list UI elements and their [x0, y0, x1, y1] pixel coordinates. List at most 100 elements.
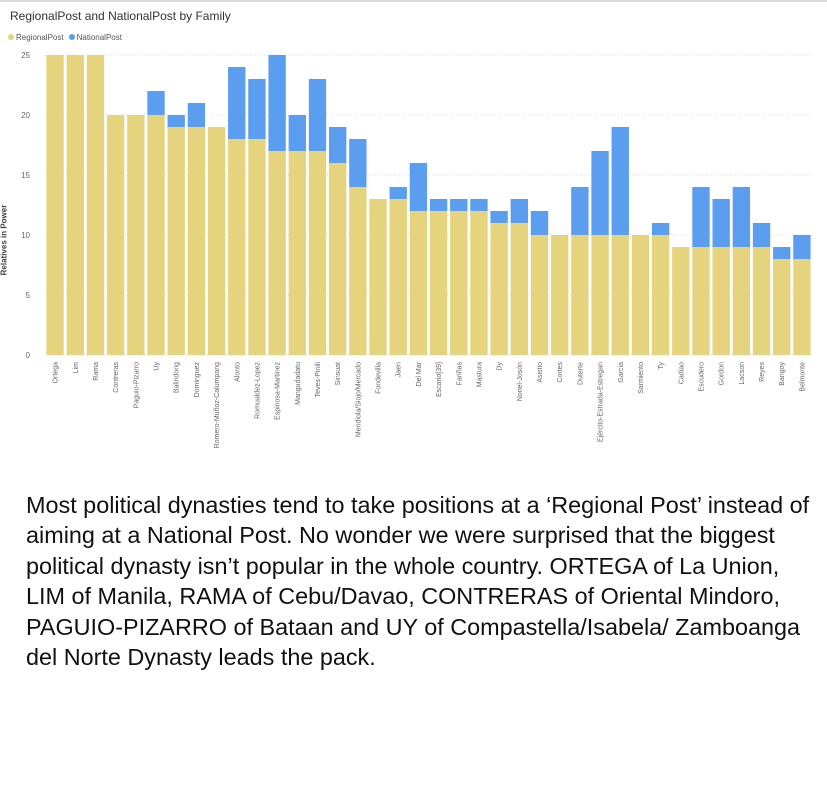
bar-regional[interactable]: [66, 55, 84, 355]
x-tick-label: Cortes: [557, 362, 564, 383]
bar-regional[interactable]: [46, 55, 64, 355]
x-tick-label: Jaen: [396, 362, 403, 377]
bar-national[interactable]: [490, 211, 508, 223]
bar-national[interactable]: [692, 187, 710, 247]
legend-label-regional: RegionalPost: [16, 32, 64, 42]
x-tick-label: Mastura: [476, 362, 483, 387]
legend-label-national: NationalPost: [76, 32, 122, 42]
bar-national[interactable]: [248, 79, 266, 139]
legend-swatch-regional: [8, 34, 14, 40]
x-tick-label: Cadiao: [678, 362, 685, 384]
x-tick-label: Gordon: [719, 362, 726, 385]
x-tick-label: Balindong: [174, 362, 181, 393]
bar-regional[interactable]: [106, 115, 125, 355]
bar-national[interactable]: [530, 211, 549, 235]
bar-regional[interactable]: [86, 55, 105, 355]
bar-national[interactable]: [349, 139, 367, 187]
bar-regional[interactable]: [611, 235, 629, 355]
bar-regional[interactable]: [328, 163, 347, 355]
bar-regional[interactable]: [692, 247, 710, 355]
legend-item-regional: RegionalPost: [8, 33, 64, 42]
bar-national[interactable]: [773, 247, 791, 259]
bar-regional[interactable]: [571, 235, 589, 355]
bar-national[interactable]: [429, 199, 448, 211]
bar-national[interactable]: [611, 127, 629, 235]
bar-national[interactable]: [147, 91, 165, 115]
bar-national[interactable]: [409, 163, 428, 211]
x-tick-label: Teves-Pinili: [315, 362, 322, 398]
x-tick-label: Ejército-Estrada-Estregan: [598, 362, 605, 442]
chart-legend: RegionalPost NationalPost: [8, 31, 127, 43]
x-tick-label: Lacson: [739, 362, 746, 385]
bar-regional[interactable]: [510, 223, 529, 355]
bar-national[interactable]: [328, 127, 347, 163]
x-tick-label: Bangoy: [779, 362, 786, 386]
bar-national[interactable]: [187, 103, 206, 127]
bar-national[interactable]: [470, 199, 488, 211]
x-tick-label: Alonto: [234, 362, 241, 382]
bar-national[interactable]: [651, 223, 670, 235]
bar-regional[interactable]: [530, 235, 549, 355]
bar-regional[interactable]: [672, 247, 690, 355]
x-tick-label: Dy: [497, 362, 504, 371]
bar-regional[interactable]: [369, 199, 387, 355]
x-tick-label: Belmonte: [799, 362, 806, 392]
bar-national[interactable]: [288, 115, 306, 151]
y-tick-label: 25: [21, 51, 30, 60]
bar-regional[interactable]: [349, 187, 367, 355]
x-tick-label: Fondevilla: [376, 362, 383, 394]
bar-national[interactable]: [308, 79, 327, 151]
bar-national[interactable]: [228, 67, 246, 139]
x-tick-label: Sinsuat: [335, 362, 342, 385]
bar-regional[interactable]: [429, 211, 448, 355]
bar-national[interactable]: [752, 223, 771, 247]
x-tick-label: Ortega: [53, 362, 60, 384]
bar-regional[interactable]: [651, 235, 670, 355]
x-tick-label: Mangudadatu: [295, 362, 302, 405]
legend-item-national: NationalPost: [68, 32, 122, 42]
x-tick-label: Espinosa-Martinez: [275, 362, 282, 420]
bar-national[interactable]: [167, 115, 185, 127]
bar-national[interactable]: [732, 187, 751, 247]
x-tick-label: Rama: [93, 362, 100, 381]
bar-regional[interactable]: [732, 247, 751, 355]
bar-regional[interactable]: [308, 151, 327, 355]
bar-regional[interactable]: [551, 235, 569, 355]
bar-regional[interactable]: [207, 127, 226, 355]
bar-national[interactable]: [268, 55, 286, 151]
bar-regional[interactable]: [127, 115, 145, 355]
bar-regional[interactable]: [248, 139, 266, 355]
bar-regional[interactable]: [591, 235, 609, 355]
x-tick-label: Duterte: [577, 362, 584, 385]
bar-national[interactable]: [450, 199, 468, 211]
bar-regional[interactable]: [187, 127, 206, 355]
bar-national[interactable]: [510, 199, 529, 223]
bar-regional[interactable]: [490, 223, 508, 355]
bar-regional[interactable]: [288, 151, 306, 355]
y-tick-label: 10: [21, 231, 30, 240]
bar-national[interactable]: [389, 187, 407, 199]
stacked-bar-chart: 0 5 10 15 20 25 Ortega Lim Rama Contreras Paguio-P…: [21, 51, 812, 448]
bar-regional[interactable]: [409, 211, 428, 355]
bar-regional[interactable]: [450, 211, 468, 355]
x-tick-label: Sarmiento: [638, 362, 645, 394]
bar-regional[interactable]: [167, 127, 185, 355]
bar-regional[interactable]: [228, 139, 246, 355]
bar-regional[interactable]: [793, 259, 811, 355]
bar-regional[interactable]: [631, 235, 650, 355]
y-tick-label: 20: [21, 111, 30, 120]
bar-national[interactable]: [591, 151, 609, 235]
bar-regional[interactable]: [773, 259, 791, 355]
y-tick-label: 15: [21, 171, 30, 180]
bar-national[interactable]: [712, 199, 730, 247]
x-tick-label: Dominguez: [194, 362, 201, 398]
bar-regional[interactable]: [147, 115, 165, 355]
bar-national[interactable]: [793, 235, 811, 259]
bar-regional[interactable]: [268, 151, 286, 355]
bar-regional[interactable]: [712, 247, 730, 355]
x-tick-label: Contreras: [113, 362, 120, 393]
bar-regional[interactable]: [389, 199, 407, 355]
bar-regional[interactable]: [752, 247, 771, 355]
bar-regional[interactable]: [470, 211, 488, 355]
bar-national[interactable]: [571, 187, 589, 235]
